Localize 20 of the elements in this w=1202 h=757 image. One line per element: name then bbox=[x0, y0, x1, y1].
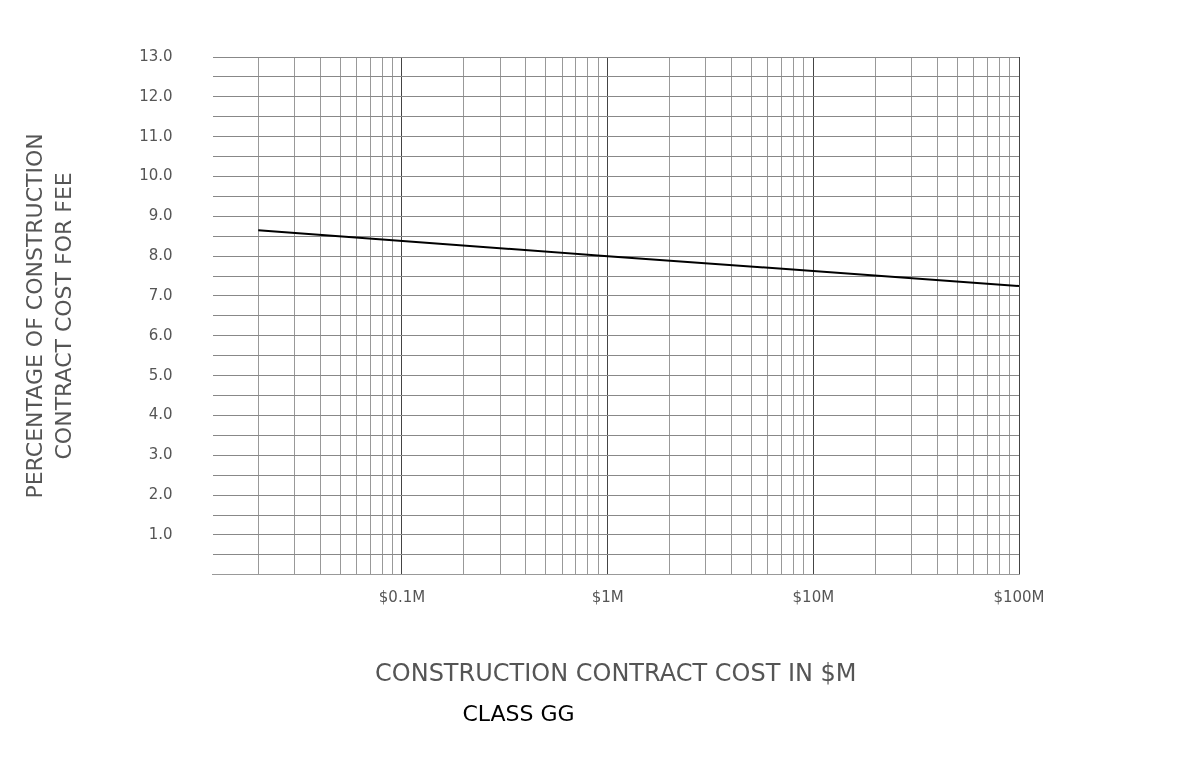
y-tick-label: 9.0 bbox=[148, 206, 173, 225]
y-tick-label: 7.0 bbox=[148, 285, 173, 304]
y-tick-label: 3.0 bbox=[148, 445, 173, 464]
x-tick-label: $1M bbox=[591, 587, 624, 606]
y-tick-label: 1.0 bbox=[148, 524, 173, 543]
y-tick-label: 2.0 bbox=[148, 485, 173, 504]
y-tick-label: 5.0 bbox=[148, 365, 173, 384]
x-tick-label: $0.1M bbox=[378, 587, 426, 606]
text: CLASS GG bbox=[462, 700, 575, 726]
y-tick-label: 8.0 bbox=[148, 246, 173, 265]
y-tick-label: 12.0 bbox=[139, 86, 173, 105]
y-axis-title: PERCENTAGE OF CONSTRUCTION CONTRACT COST FOR FEE bbox=[22, 133, 76, 499]
y-tick-label: 10.0 bbox=[139, 166, 173, 185]
x-axis-title: CONSTRUCTION CONTRACT COST IN $M bbox=[375, 659, 857, 688]
y-tick-label: 11.0 bbox=[139, 126, 173, 145]
x-tick-label: $10M bbox=[792, 587, 835, 606]
x-tick-label: $100M bbox=[993, 587, 1045, 606]
y-tick-label: 6.0 bbox=[148, 325, 173, 344]
y-tick-label: 13.0 bbox=[139, 46, 173, 65]
y-tick-label: 4.0 bbox=[148, 405, 173, 424]
